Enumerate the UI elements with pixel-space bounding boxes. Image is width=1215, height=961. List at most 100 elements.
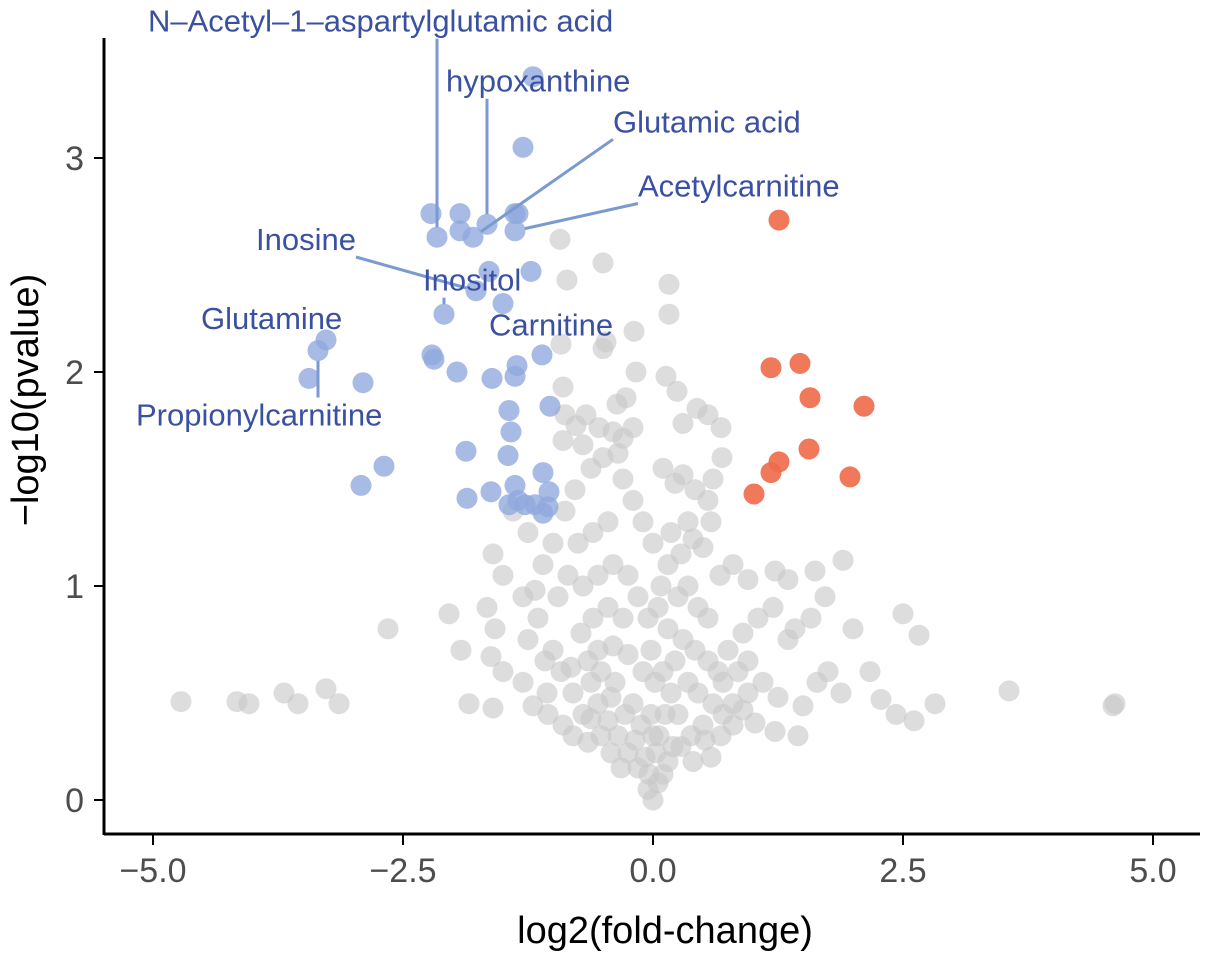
data-point-ns <box>458 693 480 715</box>
data-point-ns <box>717 639 739 661</box>
data-point-ns <box>762 596 784 618</box>
data-point-down <box>532 462 554 484</box>
data-points <box>170 66 1126 811</box>
data-point-down <box>373 455 395 477</box>
data-point-ns <box>592 252 614 274</box>
data-point-ns <box>614 703 636 725</box>
data-point-ns <box>792 695 814 717</box>
data-point-ns <box>892 603 914 625</box>
data-point-down <box>492 293 514 314</box>
data-point-ns <box>722 554 744 576</box>
x-tick-label: −2.5 <box>369 852 436 890</box>
point-label: hypoxanthine <box>446 64 630 99</box>
data-point-ns <box>677 575 699 597</box>
data-point-down <box>446 361 468 383</box>
data-point-ns <box>650 575 672 597</box>
data-point-ns <box>667 703 689 725</box>
data-point-ns <box>536 682 558 704</box>
data-point-ns <box>859 661 881 683</box>
data-point-ns <box>554 500 576 522</box>
data-point-ns <box>617 564 639 586</box>
data-point-down <box>433 303 455 325</box>
data-point-ns <box>682 528 704 550</box>
data-point-ns <box>557 564 579 586</box>
data-point-ns <box>438 603 460 625</box>
data-point-ns <box>700 511 722 533</box>
data-point-ns <box>702 468 724 490</box>
data-point-ns <box>482 697 504 719</box>
label-leader-line <box>480 138 614 233</box>
data-point-ns <box>572 575 594 597</box>
data-point-ns <box>623 320 645 342</box>
data-point-ns <box>567 532 589 554</box>
data-point-ns <box>684 479 706 501</box>
data-point-ns <box>670 543 692 565</box>
data-point-ns <box>1104 693 1126 715</box>
data-point-down <box>465 280 487 302</box>
data-point-ns <box>590 725 612 747</box>
data-point-ns <box>550 661 572 683</box>
data-point-ns <box>552 376 574 398</box>
data-point-ns <box>595 331 617 353</box>
data-point-down <box>532 502 554 524</box>
data-point-down <box>522 66 544 88</box>
data-point-ns <box>492 564 514 586</box>
point-label: Carnitine <box>489 308 613 343</box>
data-point-ns <box>870 688 892 710</box>
data-point-ns <box>610 757 632 779</box>
data-point-ns <box>642 789 664 811</box>
data-point-ns <box>484 618 506 640</box>
y-axis-ticks: 0 1 2 3 <box>65 140 104 820</box>
data-point-ns <box>532 554 554 576</box>
data-point-ns <box>580 708 602 730</box>
data-point-ns <box>552 430 574 451</box>
data-point-ns <box>624 729 646 751</box>
data-point-ns <box>777 569 799 591</box>
data-point-ns <box>687 682 709 704</box>
data-point-down <box>307 340 329 362</box>
data-point-ns <box>562 682 584 704</box>
data-point-down <box>350 474 372 496</box>
data-point-ns <box>694 729 716 751</box>
data-point-ns <box>556 269 578 291</box>
data-point-down <box>504 220 526 242</box>
data-point-ns <box>549 228 571 250</box>
data-point-ns <box>752 671 774 693</box>
data-point-ns <box>711 447 733 469</box>
data-point-ns <box>732 622 754 644</box>
data-point-down <box>449 203 471 225</box>
data-point-ns <box>647 596 669 618</box>
data-point-ns <box>542 532 564 554</box>
x-tick-label: −5.0 <box>119 852 186 890</box>
data-point-down <box>500 421 522 443</box>
data-point-down <box>423 348 445 370</box>
point-label: Inositol <box>423 263 521 298</box>
data-point-ns <box>582 607 604 629</box>
data-point-ns <box>527 607 549 629</box>
data-point-down <box>498 400 520 421</box>
point-label: Propionylcarnitine <box>136 398 382 433</box>
data-point-ns <box>597 596 619 618</box>
data-point-ns <box>664 650 686 672</box>
data-point-down <box>481 367 503 389</box>
data-point-ns <box>800 607 822 629</box>
data-point-down <box>504 365 526 387</box>
data-point-ns <box>664 472 686 494</box>
y-tick-label: 0 <box>65 782 84 820</box>
point-label: Glutamic acid <box>613 104 801 139</box>
x-tick-label: 0.0 <box>629 852 676 890</box>
data-point-up <box>760 462 782 484</box>
data-point-ns <box>517 522 539 543</box>
data-point-ns <box>998 680 1020 702</box>
data-point-down <box>352 372 374 394</box>
data-point-ns <box>712 671 734 693</box>
data-point-up <box>743 483 765 505</box>
y-tick-label: 3 <box>65 140 84 178</box>
x-axis-title: log2(fold-change) <box>517 910 813 952</box>
point-labels: N–Acetyl–1–aspartylglutamic acid hypoxant… <box>136 4 840 433</box>
data-point-up <box>839 466 861 488</box>
data-point-ns <box>565 415 587 436</box>
data-point-ns <box>702 693 724 715</box>
data-point-ns <box>170 691 192 713</box>
